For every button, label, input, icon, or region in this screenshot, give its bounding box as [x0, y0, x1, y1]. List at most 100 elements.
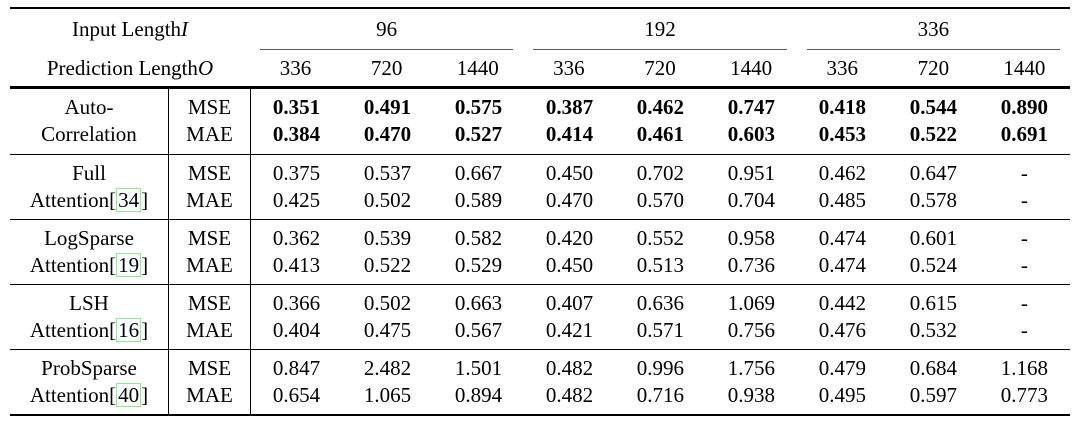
value-column: 0.351 0.384	[251, 94, 342, 148]
header-row-prediction-length: Prediction Length O 336 720 1440 336 720 1440…	[10, 50, 1070, 86]
prediction-length-value: 1440	[456, 55, 499, 80]
metric-label-mae: MAE	[186, 122, 233, 146]
mae-value: 0.938	[727, 382, 776, 407]
metric-values: 0.366 0.404 0.502 0.475 0.663 0.567 0.407 0.421…	[250, 284, 1070, 349]
value-column: 0.479 0.495	[797, 355, 888, 409]
value-column: 0.450 0.470	[524, 160, 615, 214]
mse-value: 0.474	[818, 225, 867, 250]
prediction-length-value: 720	[370, 55, 403, 80]
mse-value: 0.663	[454, 290, 503, 315]
value-column: 0.375 0.425	[251, 160, 342, 214]
value-column: 0.663 0.567	[433, 290, 524, 344]
mse-value: 0.418	[818, 95, 867, 119]
mse-value: 0.582	[454, 225, 503, 250]
value-column: 0.747 0.603	[706, 94, 797, 148]
metric-labels: MSE MAE	[168, 349, 250, 414]
column-group-rule	[533, 49, 787, 50]
mae-value: 0.736	[727, 252, 776, 277]
value-column: 0.636 0.571	[615, 290, 706, 344]
mse-value: 0.420	[545, 225, 594, 250]
mse-value: 0.601	[909, 225, 957, 250]
mse-value: 0.702	[636, 160, 685, 185]
method-name-line1: LogSparse	[10, 225, 168, 252]
mae-value: 0.470	[363, 122, 412, 146]
mse-value: 0.684	[909, 355, 957, 380]
metric-values: 0.375 0.425 0.537 0.502 0.667 0.589 0.450 0.470…	[250, 154, 1070, 219]
prediction-length-label: Prediction Length O	[10, 56, 250, 81]
mae-value: 0.502	[363, 187, 412, 212]
mae-value: 0.414	[545, 122, 594, 146]
citation-bracket-close: ]	[141, 252, 149, 277]
value-column: 0.491 0.470	[342, 94, 433, 148]
mae-value: 0.894	[454, 382, 503, 407]
metric-label-mae: MAE	[186, 382, 233, 407]
method-name-line2: Attention[34]	[10, 187, 168, 214]
prediction-length-variable: O	[197, 55, 214, 80]
citation-link[interactable]: 16	[116, 317, 142, 342]
value-column: 0.847 0.654	[251, 355, 342, 409]
mse-value: 0.951	[727, 160, 776, 185]
mae-value: 0.482	[545, 382, 594, 407]
mae-value: 0.597	[909, 382, 957, 407]
method-name-text1: Full	[72, 160, 106, 185]
value-column: 0.418 0.453	[797, 94, 888, 148]
method-name-text2: Attention	[29, 252, 110, 277]
value-column: 0.442 0.476	[797, 290, 888, 344]
mse-value: 0.462	[818, 160, 867, 185]
citation-link[interactable]: 19	[116, 252, 142, 277]
method-name: Full Attention[34]	[10, 155, 168, 219]
citation-bracket-close: ]	[141, 187, 149, 212]
mse-value: 0.847	[272, 355, 321, 380]
method-row-full-attention: Full Attention[34] MSE MAE 0.375 0.425 0.537 0.…	[10, 153, 1070, 219]
mae-value: 0.716	[636, 382, 685, 407]
table-body: Auto- Correlation MSE MAE 0.351 0.384 0.491 0.4…	[10, 88, 1070, 414]
value-column: --	[979, 160, 1070, 214]
method-name: ProbSparse Attention[40]	[10, 350, 168, 414]
method-row-lsh-attention: LSH Attention[16] MSE MAE 0.366 0.404 0.502 0.4…	[10, 283, 1070, 349]
mse-value: -	[1020, 160, 1028, 185]
citation-bracket-close: ]	[141, 382, 149, 407]
mse-value: 0.462	[636, 95, 685, 119]
method-name-text1: Auto-	[64, 95, 114, 119]
prediction-length-value: 336	[279, 55, 312, 80]
metric-values: 0.362 0.413 0.539 0.522 0.582 0.529 0.420 0.450…	[250, 219, 1070, 284]
method-name: LogSparse Attention[19]	[10, 220, 168, 284]
mse-value: 0.539	[363, 225, 412, 250]
mse-value: 1.168	[1000, 355, 1048, 380]
mae-value: 0.691	[1000, 122, 1048, 146]
citation-link[interactable]: 34	[116, 187, 142, 212]
method-row-logsparse-attention: LogSparse Attention[19] MSE MAE 0.362 0.413 0.…	[10, 218, 1070, 284]
metric-labels: MSE MAE	[168, 88, 250, 154]
value-column: 0.544 0.522	[888, 94, 979, 148]
value-column: 0.615 0.532	[888, 290, 979, 344]
method-name-text1: LogSparse	[44, 225, 134, 250]
citation-link[interactable]: 40	[116, 382, 142, 407]
header-separator-rule	[10, 86, 1070, 89]
method-row-probsparse-attention: ProbSparse Attention[40] MSE MAE 0.847 0.654 2…	[10, 348, 1070, 414]
method-name-line2: Attention[40]	[10, 382, 168, 409]
value-column: 0.462 0.461	[615, 94, 706, 148]
value-column: 0.890 0.691	[979, 94, 1070, 148]
value-column: 0.362 0.413	[251, 225, 342, 279]
prediction-length-value: 336	[553, 55, 585, 80]
metric-labels: MSE MAE	[168, 284, 250, 349]
method-name-text1: ProbSparse	[41, 355, 137, 380]
prediction-length-value: 720	[644, 55, 676, 80]
metric-label-mse: MSE	[187, 160, 232, 185]
mse-value: 0.575	[454, 95, 503, 119]
prediction-length-value: 336	[826, 55, 858, 80]
mse-value: 1.756	[727, 355, 776, 380]
mae-value: 0.513	[636, 252, 685, 277]
citation-bracket-open: [	[109, 187, 117, 212]
metric-label-mae: MAE	[186, 252, 233, 277]
mae-value: 0.404	[272, 317, 321, 342]
mse-value: 0.636	[636, 290, 685, 315]
mae-value: 0.522	[363, 252, 412, 277]
method-row-auto-correlation: Auto- Correlation MSE MAE 0.351 0.384 0.491 0.4…	[10, 88, 1070, 154]
citation-bracket-open: [	[109, 252, 117, 277]
metric-label-mse: MSE	[187, 290, 232, 315]
method-name-line2: Attention[19]	[10, 252, 168, 279]
method-name: LSH Attention[16]	[10, 285, 168, 349]
mse-value: 0.407	[545, 290, 594, 315]
prediction-length-value: 1440	[1003, 55, 1046, 80]
